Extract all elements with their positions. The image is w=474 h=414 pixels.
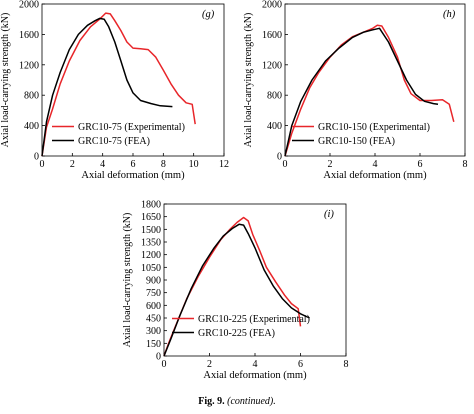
y-tick-label: 150 (146, 339, 161, 350)
caption-label: Fig. 9. (198, 396, 225, 407)
x-tick-label: 8 (161, 159, 166, 170)
y-tick-label: 800 (24, 91, 39, 102)
panel-label: (h) (443, 9, 456, 20)
legend: GRC10-225 (Experimental) GRC10-225 (FEA) (172, 314, 310, 339)
series-line-experimental (41, 12, 196, 157)
panel-label: (i) (324, 209, 334, 220)
caption-note: (continued). (227, 396, 276, 407)
legend: GRC10-75 (Experimental) GRC10-75 (FEA) (52, 122, 185, 147)
chart-panel-1: 0 2 4 6 8 10 12 0 400 800 1200 1600 2000 Axial deform… (0, 0, 229, 181)
legend: GRC10-150 (Experimental) GRC10-150 (FEA) (292, 122, 430, 147)
plot-frame (41, 3, 225, 157)
x-axis-label: Axial deformation (mm) (81, 170, 185, 181)
y-axis-label: Axial load-carrying strength (kN) (122, 213, 133, 348)
y-tick-label: 1650 (141, 212, 161, 223)
y-tick-label: 1350 (141, 238, 161, 249)
y-tick-label: 1600 (19, 30, 39, 41)
y-tick-label: 750 (146, 288, 161, 299)
legend-entry: GRC10-225 (FEA) (198, 328, 275, 339)
x-tick-label: 8 (344, 359, 349, 370)
x-tick-label: 2 (70, 159, 75, 170)
y-tick-label: 400 (24, 121, 39, 132)
x-tick-label: 2 (207, 359, 212, 370)
legend-entry: GRC10-225 (Experimental) (198, 314, 310, 325)
figure-caption: Fig. 9. (continued). (0, 396, 474, 407)
chart-panel-2: 0 2 4 6 8 0 400 800 1200 1600 2000 Axial deformatio… (243, 0, 468, 181)
series-line-fea (284, 27, 439, 157)
series-line-fea (41, 17, 173, 157)
y-tick-label: 1050 (141, 263, 161, 274)
y-tick-label: 2000 (19, 0, 39, 11)
y-tick-label: 900 (146, 276, 161, 287)
x-tick-label: 0 (40, 159, 45, 170)
legend-entry: GRC10-75 (Experimental) (78, 122, 185, 133)
x-tick-label: 6 (298, 359, 303, 370)
y-tick-label: 1600 (262, 30, 282, 41)
y-axis-label: Axial load-carrying strength (kN) (0, 13, 11, 148)
panel-label: (g) (202, 9, 215, 20)
x-axis-label: Axial deformation (mm) (323, 170, 427, 181)
y-tick-label: 1200 (19, 60, 39, 71)
x-tick-label: 0 (283, 159, 288, 170)
y-tick-label: 600 (146, 301, 161, 312)
y-tick-label: 1800 (141, 200, 161, 211)
x-tick-label: 10 (189, 159, 199, 170)
y-tick-label: 400 (267, 121, 282, 132)
x-tick-label: 0 (162, 359, 167, 370)
x-tick-label: 6 (418, 159, 423, 170)
y-tick-label: 450 (146, 314, 161, 325)
chart-panel-3: 0 2 4 6 801503004506007509001050120013501500… (122, 200, 349, 382)
x-axis-label: Axial deformation (mm) (203, 370, 307, 381)
y-tick-label: 1200 (141, 250, 161, 261)
y-tick-label: 300 (146, 326, 161, 337)
x-tick-label: 4 (253, 359, 258, 370)
series-line-experimental (284, 24, 455, 157)
x-tick-label: 6 (131, 159, 136, 170)
y-tick-label: 1200 (262, 60, 282, 71)
x-tick-label: 2 (328, 159, 333, 170)
x-tick-label: 4 (100, 159, 105, 170)
x-tick-label: 12 (219, 159, 229, 170)
y-tick-label: 0 (156, 352, 161, 363)
y-tick-label: 0 (34, 152, 39, 163)
y-tick-label: 2000 (262, 0, 282, 11)
legend-entry: GRC10-150 (Experimental) (318, 122, 430, 133)
legend-entry: GRC10-150 (FEA) (318, 136, 395, 147)
x-tick-label: 8 (463, 159, 468, 170)
series-line-fea (163, 223, 310, 357)
legend-entry: GRC10-75 (FEA) (78, 136, 150, 147)
y-axis-label: Axial load-carrying strength (kN) (243, 13, 254, 148)
y-tick-label: 1500 (141, 225, 161, 236)
y-tick-label: 0 (277, 152, 282, 163)
x-tick-label: 4 (373, 159, 378, 170)
y-tick-label: 800 (267, 91, 282, 102)
